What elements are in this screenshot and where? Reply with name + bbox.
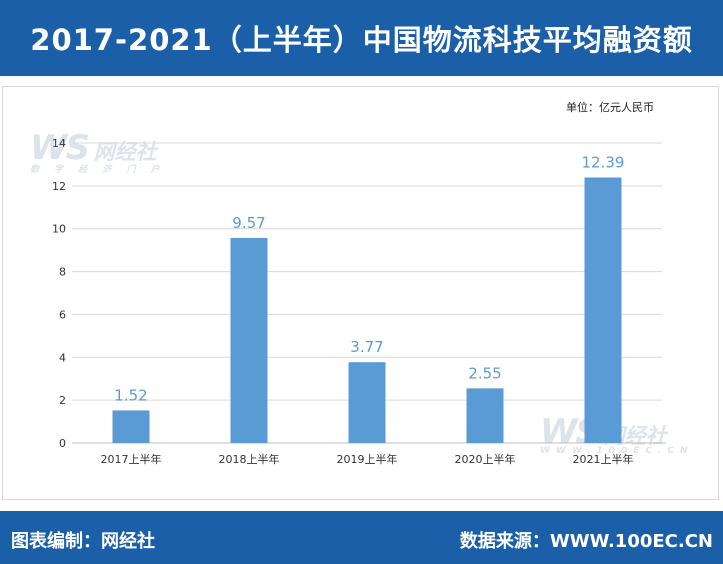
bar xyxy=(230,237,268,443)
y-tick-label: 2 xyxy=(59,394,66,407)
y-tick-label: 0 xyxy=(59,437,66,450)
data-label: 1.52 xyxy=(114,386,147,404)
y-tick-label: 12 xyxy=(52,180,66,193)
watermark-top: WS 网经社 数 字 经 济 门 户 xyxy=(30,128,166,175)
page-title: 2017-2021（上半年）中国物流科技平均融资额 xyxy=(30,23,693,57)
bar xyxy=(584,177,622,443)
x-tick-label: 2021上半年 xyxy=(573,452,634,466)
bar xyxy=(466,388,504,443)
unit-label: 单位：亿元人民币 xyxy=(566,101,654,114)
footer-source: 数据来源：WWW.100EC.CN xyxy=(459,531,713,552)
watermark-name: 网经社 xyxy=(93,140,157,164)
watermark-site: WWW.100EC.CN xyxy=(540,446,694,456)
y-tick-labels: 0 2 4 6 8 10 12 14 xyxy=(52,137,66,450)
data-label: 3.77 xyxy=(350,338,383,356)
bars xyxy=(112,177,622,443)
x-tick-label: 2017上半年 xyxy=(101,452,162,466)
y-tick-label: 4 xyxy=(59,351,66,364)
y-tick-label: 6 xyxy=(59,308,66,321)
x-tick-labels: 2017上半年 2018上半年 2019上半年 2020上半年 2021上半年 xyxy=(101,452,634,466)
y-tick-label: 14 xyxy=(52,137,66,150)
data-label: 9.57 xyxy=(232,214,265,232)
watermark-logo: WS xyxy=(30,128,90,168)
bar xyxy=(348,362,386,443)
x-tick-label: 2018上半年 xyxy=(219,452,280,466)
watermark-tagline: 数 字 经 济 门 户 xyxy=(30,165,166,175)
data-label: 2.55 xyxy=(468,364,501,382)
footer-banner: 图表编制：网经社 数据来源：WWW.100EC.CN xyxy=(0,511,723,564)
data-label: 12.39 xyxy=(582,154,625,172)
value-labels: 1.52 9.57 3.77 2.55 12.39 xyxy=(114,154,624,405)
y-tick-label: 8 xyxy=(59,266,66,279)
footer-credit: 图表编制：网经社 xyxy=(11,531,155,552)
y-tick-label: 10 xyxy=(52,223,66,236)
title-banner: 2017-2021（上半年）中国物流科技平均融资额 xyxy=(0,0,723,76)
x-tick-label: 2020上半年 xyxy=(455,452,516,466)
bar xyxy=(112,410,150,443)
x-tick-label: 2019上半年 xyxy=(337,452,398,466)
